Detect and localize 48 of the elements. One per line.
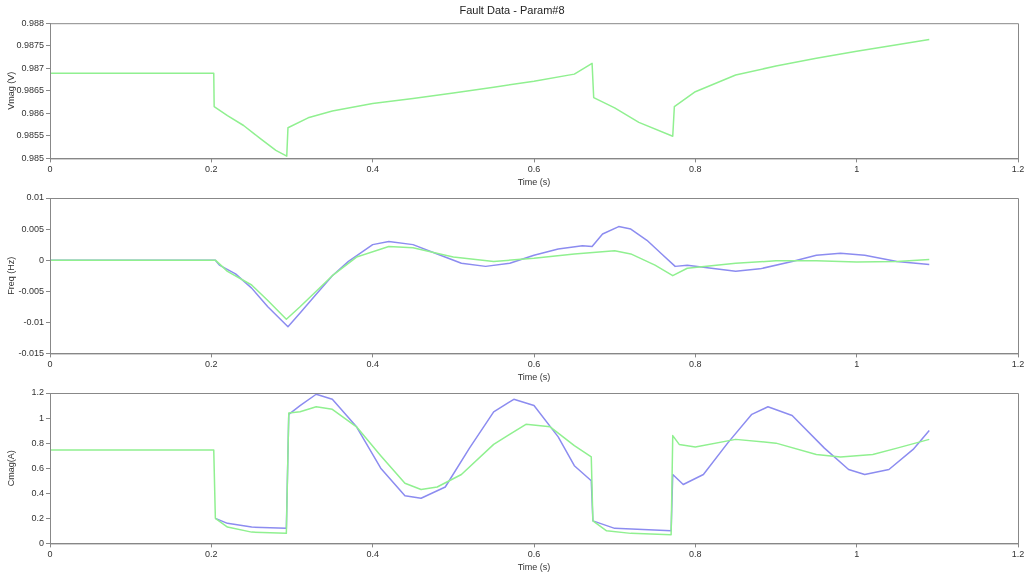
y-axis-title: Vmag (V) (5, 71, 16, 110)
y-tick-label: 0 (38, 537, 44, 548)
x-tick-label: 0.2 (205, 549, 218, 560)
x-tick-label: 1 (854, 164, 860, 175)
y-tick-label: -0.005 (18, 285, 44, 296)
x-tick-label: 0.2 (205, 359, 218, 370)
y-tick-label: 0.9865 (16, 85, 44, 96)
x-tick-label: 0.6 (527, 164, 541, 175)
y-axis-title: Freq (Hz) (5, 256, 16, 295)
x-tick-label: 0.6 (527, 549, 541, 560)
y-tick-label: -0.015 (18, 347, 44, 358)
x-tick-label: 1.2 (1011, 549, 1025, 560)
y-tick-label: 0.6 (31, 462, 44, 473)
y-tick-label: 0.986 (21, 107, 44, 118)
x-tick-label: 1.2 (1011, 164, 1025, 175)
y-tick-label: 1 (38, 412, 44, 423)
y-tick-label: 0.005 (21, 223, 44, 234)
x-tick-label: 0.2 (205, 164, 218, 175)
y-tick-label: 0.01 (26, 192, 44, 203)
x-axis-title: Time (s) (517, 177, 551, 188)
x-tick-label: 1 (854, 359, 860, 370)
y-tick-label: 0 (38, 254, 44, 265)
y-tick-label: 0.985 (21, 152, 44, 163)
x-axis-title: Time (s) (517, 562, 551, 573)
x-tick-label: 0.8 (689, 164, 702, 175)
y-tick-label: 0.2 (31, 512, 44, 523)
x-tick-label: 0.4 (366, 164, 379, 175)
y-tick-label: 0.987 (21, 62, 44, 73)
y-tick-label: 0.9855 (16, 130, 44, 141)
x-tick-label: 0.6 (527, 359, 541, 370)
x-axis-title: Time (s) (517, 372, 551, 383)
y-tick-label: 0.8 (31, 437, 44, 448)
x-tick-label: 0.8 (689, 549, 702, 560)
y-axis-title: Cmag(A) (5, 450, 16, 487)
x-tick-label: 1 (854, 549, 860, 560)
y-tick-label: 0.988 (21, 17, 44, 28)
y-tick-label: 0.4 (31, 487, 44, 498)
chart-title: Fault Data - Param#8 (459, 3, 565, 16)
x-tick-label: 0.4 (366, 359, 379, 370)
x-tick-label: 0.8 (689, 359, 702, 370)
y-tick-label: 0.9875 (16, 40, 44, 51)
x-tick-label: 0 (47, 549, 53, 560)
y-tick-label: 1.2 (31, 387, 44, 398)
x-tick-label: 0.4 (366, 549, 379, 560)
x-tick-label: 0 (47, 164, 53, 175)
x-tick-label: 0 (47, 359, 53, 370)
x-tick-label: 1.2 (1011, 359, 1025, 370)
y-tick-label: -0.01 (23, 316, 44, 327)
